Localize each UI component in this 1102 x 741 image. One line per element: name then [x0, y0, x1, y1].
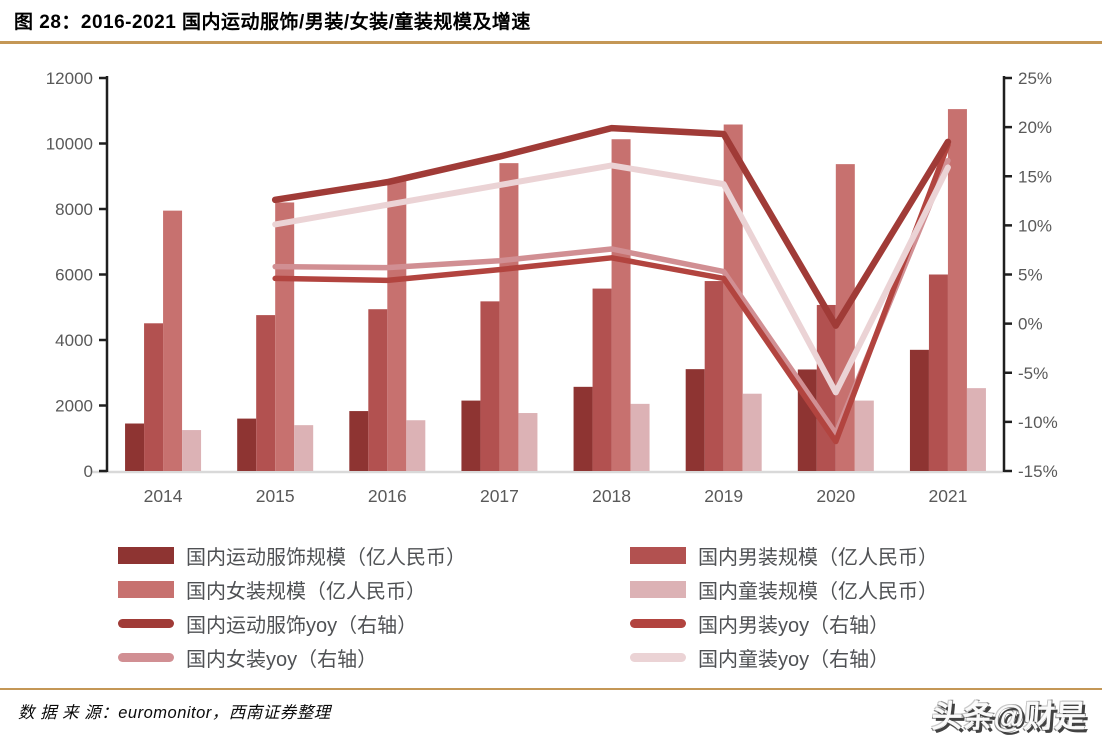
bar-sportswear-2014: [125, 423, 145, 471]
legend-label: 国内男装yoy（右轴）: [698, 614, 890, 637]
x-axis-label: 2017: [480, 486, 519, 506]
bar-childrenswear-2014: [182, 430, 202, 471]
line-swatch: [118, 652, 174, 662]
bar-sportswear-2016: [349, 411, 369, 471]
watermark: 头条@财是: [930, 699, 1088, 734]
legend-item: 国内女装规模（亿人民币）: [118, 572, 630, 606]
bar-childrenswear-2018: [630, 403, 650, 471]
legend-label: 国内运动服饰yoy（右轴）: [186, 614, 418, 637]
left-axis-label: 2000: [55, 397, 93, 416]
left-axis-label: 4000: [55, 331, 93, 350]
bar-childrenswear-2016: [406, 420, 426, 471]
left-axis-label: 8000: [55, 200, 93, 219]
source-note: 数 据 来 源：euromonitor，西南证券整理: [18, 704, 331, 722]
x-axis-label: 2019: [704, 486, 743, 506]
line-sportswear-yoy: [271, 124, 952, 329]
legend-item: 国内女装yoy（右轴）: [118, 640, 630, 674]
bar-swatch: [118, 546, 174, 564]
x-axis-label: 2014: [144, 486, 183, 506]
x-axis-label: 2020: [816, 486, 855, 506]
page-title: 图 28：2016-2021 国内运动服饰/男装/女装/童装规模及增速: [14, 12, 531, 33]
bar-series-womenswear: [163, 109, 967, 472]
bar-series-sportswear: [125, 349, 929, 471]
right-axis-label: 15%: [1018, 167, 1052, 186]
line-swatch: [630, 618, 686, 628]
line-menswear-yoy: [272, 142, 951, 445]
legend-item: 国内运动服饰yoy（右轴）: [118, 606, 630, 640]
left-axis-label: 0: [84, 462, 93, 481]
bar-menswear-2017: [480, 301, 500, 471]
legend-label: 国内男装规模（亿人民币）: [698, 546, 938, 569]
legend-item: 国内男装yoy（右轴）: [630, 606, 938, 640]
legend-label: 国内女装yoy（右轴）: [186, 648, 378, 671]
line-womenswear-yoy: [272, 157, 951, 437]
bar-swatch: [630, 546, 686, 564]
bar-childrenswear-2019: [742, 393, 762, 471]
legend-column-0: 国内运动服饰规模（亿人民币） 国内女装规模（亿人民币） 国内运动服饰yoy（右轴） 国…: [118, 538, 630, 674]
legend-item: 国内男装规模（亿人民币）: [630, 538, 938, 572]
bar-sportswear-2021: [909, 349, 929, 471]
bar-womenswear-2014: [163, 210, 183, 471]
bar-childrenswear-2017: [518, 413, 538, 471]
left-axis-label: 6000: [55, 266, 93, 285]
right-axis-label: 0%: [1018, 315, 1043, 334]
legend-item: 国内运动服饰规模（亿人民币）: [118, 538, 630, 572]
bar-series-childrenswear: [182, 388, 986, 471]
bar-series-menswear: [144, 274, 948, 471]
bar-sportswear-2017: [461, 400, 481, 471]
right-axis-label: -10%: [1018, 413, 1058, 432]
line-swatch: [630, 652, 686, 662]
right-axis-label: 5%: [1018, 266, 1043, 285]
right-axis-label: 10%: [1018, 216, 1052, 235]
right-axis-label: -15%: [1018, 462, 1058, 481]
chart-svg: 12000 10000 8000 6000 4000 2000 0 25% 20% 15% 10% 5…: [46, 69, 1058, 506]
legend-column-1: 国内男装规模（亿人民币） 国内童装规模（亿人民币） 国内男装yoy（右轴） 国内童装y…: [630, 538, 938, 674]
bar-sportswear-2015: [237, 418, 257, 471]
bar-menswear-2019: [704, 281, 724, 471]
bar-womenswear-2021: [947, 109, 967, 472]
right-axis-label: -5%: [1018, 364, 1048, 383]
bar-menswear-2016: [368, 309, 388, 471]
x-axis-label: 2021: [928, 486, 967, 506]
bar-sportswear-2019: [685, 369, 705, 471]
bar-womenswear-2017: [499, 163, 519, 471]
legend-item: 国内童装yoy（右轴）: [630, 640, 938, 674]
bar-womenswear-2015: [275, 202, 295, 471]
bar-menswear-2014: [144, 323, 164, 471]
x-axis-label: 2018: [592, 486, 631, 506]
right-axis-label: 20%: [1018, 118, 1052, 137]
legend-label: 国内女装规模（亿人民币）: [186, 580, 426, 603]
bar-childrenswear-2021: [966, 388, 986, 471]
left-axis-label: 10000: [46, 135, 93, 154]
legend-item: 国内童装规模（亿人民币）: [630, 572, 938, 606]
x-axis-label: 2015: [256, 486, 295, 506]
legend-label: 国内运动服饰规模（亿人民币）: [186, 546, 466, 569]
legend-label: 国内童装规模（亿人民币）: [698, 580, 938, 603]
bar-sportswear-2018: [573, 386, 593, 471]
right-axis-label: 25%: [1018, 69, 1052, 88]
legend: 国内运动服饰规模（亿人民币） 国内女装规模（亿人民币） 国内运动服饰yoy（右轴） 国…: [118, 538, 938, 674]
bar-womenswear-2016: [387, 180, 407, 471]
bar-childrenswear-2015: [294, 425, 314, 471]
bar-menswear-2015: [256, 315, 276, 471]
bar-menswear-2021: [928, 274, 948, 471]
left-axis-label: 12000: [46, 69, 93, 88]
title-divider: [0, 41, 1102, 44]
footer-divider: [0, 688, 1102, 690]
legend-label: 国内童装yoy（右轴）: [698, 648, 890, 671]
line-childrenswear-yoy: [272, 162, 951, 396]
bar-menswear-2018: [592, 288, 612, 471]
bar-childrenswear-2020: [854, 400, 874, 471]
x-axis-label: 2016: [368, 486, 407, 506]
bar-swatch: [118, 580, 174, 598]
bar-swatch: [630, 580, 686, 598]
bar-womenswear-2018: [611, 139, 631, 471]
line-swatch: [118, 618, 174, 628]
